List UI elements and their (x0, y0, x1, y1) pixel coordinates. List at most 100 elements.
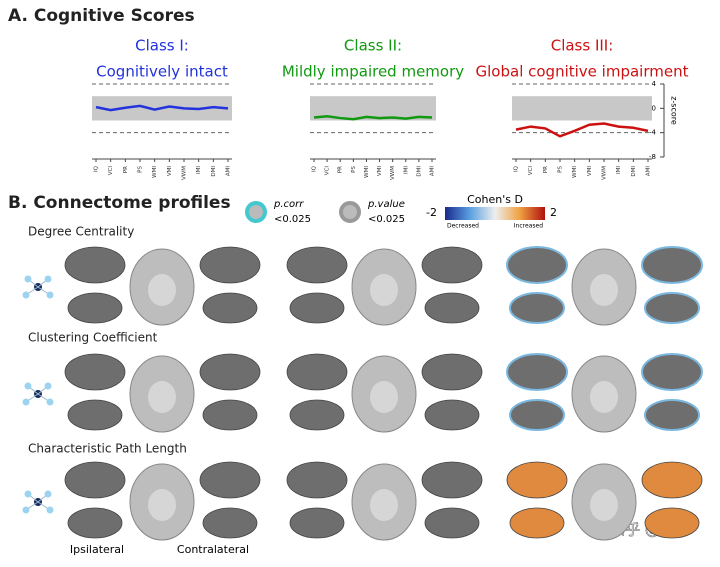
x-tick-label: DMI (416, 166, 422, 177)
network-node (22, 398, 30, 406)
brain-surface (202, 399, 258, 431)
chart-title: Class III: (551, 37, 614, 55)
network-node (44, 490, 52, 498)
x-tick-label: IQ (514, 165, 520, 172)
brain-surface (202, 507, 258, 539)
row-label: Clustering Coefficient (28, 331, 158, 345)
x-tick-label: WMI (152, 166, 158, 178)
network-node (46, 398, 54, 406)
x-tick-label: IMI (196, 166, 202, 174)
network-node (24, 275, 32, 283)
network-node (24, 382, 32, 390)
network-node (44, 275, 52, 283)
brain-surface (506, 461, 568, 499)
x-tick-label: PR (543, 166, 549, 173)
brain-surface (199, 353, 261, 391)
legend-label: p.corr (273, 199, 304, 210)
brain-surface (421, 353, 483, 391)
x-tick-label: IQ (312, 165, 318, 172)
chart-title: Class II: (344, 37, 402, 55)
brain-slice-inner (370, 489, 398, 521)
brain-slice-inner (590, 274, 618, 306)
x-tick-label: VMI (167, 166, 173, 177)
brain-surface (424, 507, 480, 539)
brain-surface (509, 399, 565, 431)
colorbar-title: Cohen's D (467, 193, 523, 206)
x-tick-label: PR (338, 166, 344, 173)
x-tick-label: DMI (211, 166, 217, 177)
brain-surface (641, 246, 703, 284)
x-tick-label: DMI (631, 166, 637, 177)
colorbar-min: -2 (426, 206, 437, 219)
colorbar-low: Decreased (447, 223, 479, 230)
x-tick-label: AMI (226, 166, 232, 177)
brain-surface (64, 353, 126, 391)
brain-surface (424, 399, 480, 431)
x-tick-label: IMI (616, 166, 622, 174)
network-node (24, 490, 32, 498)
x-tick-label: IMI (403, 166, 409, 174)
x-tick-label: PR (123, 166, 129, 173)
x-tick-label: AMI (430, 166, 436, 177)
brain-surface (289, 292, 345, 324)
network-node (22, 506, 30, 514)
brain-slice-inner (148, 489, 176, 521)
brain-surface (67, 399, 123, 431)
brain-surface (289, 399, 345, 431)
y-tick-label: 0 (652, 104, 656, 112)
chart-subtitle: Cognitively intact (96, 63, 228, 81)
y-axis-label: z-score (670, 96, 679, 125)
brain-slice-inner (370, 274, 398, 306)
x-tick-label: PS (138, 165, 144, 172)
network-node (46, 291, 54, 299)
colorbar-max: 2 (550, 206, 557, 219)
brain-surface (509, 292, 565, 324)
panel-b-title: B. Connectome profiles (8, 193, 231, 213)
brain-surface (641, 353, 703, 391)
x-tick-label: VWM (390, 166, 396, 180)
series-line (313, 114, 433, 121)
brain-surface (509, 507, 565, 539)
brain-surface (289, 507, 345, 539)
chart-subtitle: Mildly impaired memory (282, 63, 464, 81)
x-tick-label: VWM (602, 166, 608, 180)
brain-surface (421, 461, 483, 499)
legend-label: p.value (367, 199, 405, 210)
brain-slice-inner (148, 381, 176, 413)
x-tick-label: VWM (182, 166, 188, 180)
brain-surface (424, 292, 480, 324)
band (512, 96, 652, 121)
x-tick-label: VCI (325, 166, 331, 176)
y-tick-label: 4 (652, 80, 657, 88)
brain-surface (421, 246, 483, 284)
brain-slice-inner (148, 274, 176, 306)
series-line (515, 122, 649, 138)
series-line (95, 104, 229, 112)
brain-surface (67, 507, 123, 539)
chart-title: Class I: (135, 37, 189, 55)
brain-surface (641, 461, 703, 499)
brain-surface (644, 399, 700, 431)
footer-label: Contralateral (177, 543, 249, 556)
brain-surface (67, 292, 123, 324)
brain-surface (199, 246, 261, 284)
legend-sub: <0.025 (368, 214, 405, 225)
brain-surface (199, 461, 261, 499)
x-tick-label: AMI (646, 166, 652, 177)
brain-surface (202, 292, 258, 324)
brain-surface (506, 246, 568, 284)
brain-slice-inner (370, 381, 398, 413)
legend-icon (245, 201, 267, 223)
colorbar-high: Increased (514, 223, 543, 230)
x-tick-label: PS (558, 165, 564, 172)
chart-subtitle: Global cognitive impairment (476, 63, 689, 81)
legend-icon (339, 201, 361, 223)
x-tick-label: WMI (572, 166, 578, 178)
x-tick-label: VCI (108, 166, 114, 176)
brain-images (22, 246, 703, 541)
brain-surface (286, 246, 348, 284)
brain-surface (64, 461, 126, 499)
network-node (44, 382, 52, 390)
network-node (22, 291, 30, 299)
